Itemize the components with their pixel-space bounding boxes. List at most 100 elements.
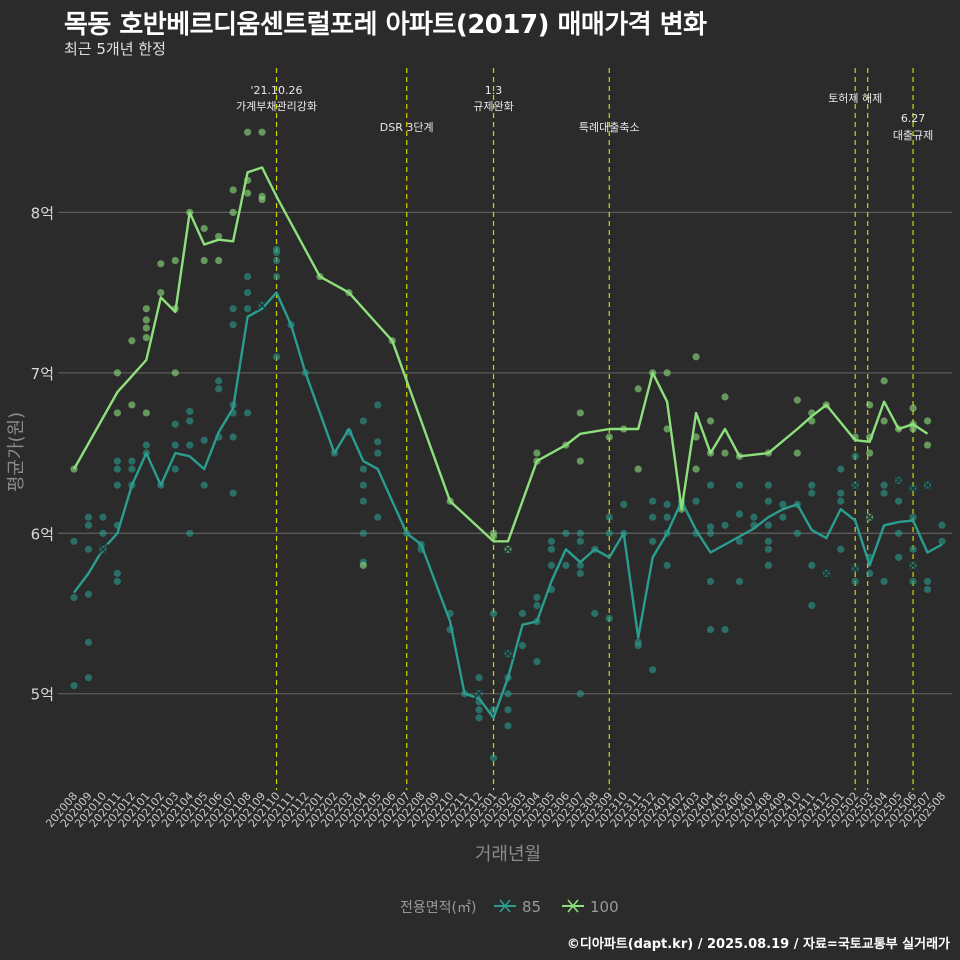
event-label: 특례대출축소	[579, 121, 640, 134]
series-lines	[72, 166, 943, 719]
trade-point-100	[663, 425, 671, 433]
trade-point-100	[605, 433, 613, 441]
trade-point-85	[359, 417, 367, 425]
trade-point-85	[562, 529, 570, 537]
legend-swatch-x	[499, 899, 511, 913]
trade-point-85	[533, 593, 541, 602]
trade-point-85	[142, 441, 150, 449]
x-marker-stroke	[849, 563, 861, 575]
trade-point-100	[215, 256, 223, 265]
trade-point-85	[764, 545, 773, 553]
trade-point-100	[880, 377, 888, 385]
trade-point-100	[909, 404, 917, 412]
y-tick-label: 8억	[31, 204, 54, 222]
trade-point-85	[735, 481, 744, 489]
trade-point-85	[84, 513, 93, 521]
trade-point-100	[128, 401, 136, 409]
trade-point-85	[663, 500, 671, 509]
trade-point-85	[605, 513, 613, 521]
trade-point-85	[374, 401, 382, 409]
trade-point-85	[764, 481, 773, 489]
trade-point-85	[475, 674, 483, 682]
trade-point-85	[186, 417, 194, 425]
trade-point-100	[721, 449, 729, 457]
trade-point-85	[70, 682, 78, 690]
trade-point-100	[142, 316, 150, 324]
trade-point-100	[244, 128, 252, 136]
trade-point-100	[229, 186, 237, 194]
trade-point-100	[923, 417, 932, 425]
x-marker-85	[893, 474, 905, 486]
trade-point-85	[851, 452, 859, 460]
trade-point-100	[634, 385, 642, 393]
trade-point-85	[244, 289, 252, 297]
trade-point-85	[909, 577, 917, 586]
x-marker-stroke	[849, 479, 861, 491]
trade-point-85	[938, 521, 946, 529]
trade-point-100	[793, 449, 801, 457]
trade-point-85	[200, 481, 208, 489]
trade-point-85	[171, 420, 179, 428]
trade-point-85	[562, 561, 570, 569]
x-marker-stroke	[864, 511, 876, 523]
event-label: 6.27	[901, 112, 926, 125]
x-marker-85	[502, 648, 514, 660]
trade-point-85	[272, 245, 281, 253]
trade-point-100	[880, 417, 888, 425]
x-marker-100	[864, 511, 876, 523]
trade-point-100	[923, 441, 932, 449]
trade-point-85	[533, 601, 541, 610]
trade-point-85	[706, 625, 715, 634]
trade-point-85	[663, 561, 671, 569]
trade-point-85	[735, 537, 744, 545]
trade-point-85	[359, 529, 367, 537]
legend-entry-85: 85	[494, 898, 541, 916]
trade-point-85	[84, 521, 93, 529]
trade-point-100	[171, 369, 179, 377]
trade-point-85	[489, 754, 498, 762]
trade-point-85	[533, 658, 541, 666]
trade-point-85	[649, 497, 657, 505]
trade-point-100	[793, 396, 801, 404]
y-tick-label: 5억	[31, 686, 54, 704]
legend: 전용면적(㎡) 85 100	[400, 898, 619, 916]
trade-point-85	[489, 609, 498, 618]
trade-point-85	[837, 545, 845, 553]
trade-point-85	[706, 481, 715, 489]
trade-point-85	[750, 513, 758, 521]
y-tick-label: 7억	[31, 365, 54, 383]
trade-point-85	[692, 497, 700, 505]
trade-point-85	[808, 601, 816, 610]
y-axis-label: 평균가(원)	[6, 412, 27, 492]
x-axis-label: 거래년월	[475, 844, 541, 865]
trade-point-85	[113, 465, 121, 473]
trade-point-100	[663, 369, 671, 377]
trade-point-85	[359, 497, 367, 505]
trade-point-100	[721, 393, 729, 401]
trade-point-85	[779, 500, 787, 509]
trade-point-85	[764, 561, 773, 569]
event-label: 가계부채관리강화	[236, 100, 317, 113]
trade-point-100	[866, 401, 874, 409]
trade-point-85	[576, 537, 584, 545]
trade-point-100	[200, 224, 208, 233]
trade-point-85	[706, 523, 715, 531]
trade-point-100	[200, 256, 208, 265]
trade-point-100	[244, 189, 252, 197]
x-marker-stroke	[502, 543, 514, 555]
chart-title: 목동 호반베르디움센트럴포레 아파트(2017) 매매가격 변화	[64, 10, 707, 40]
event-label: 대출규제	[893, 129, 933, 142]
x-marker-stroke	[921, 479, 934, 491]
trade-point-85	[721, 521, 729, 529]
trade-point-85	[576, 561, 584, 569]
trade-point-100	[576, 457, 584, 465]
trade-point-85	[837, 465, 845, 473]
y-tick-label: 6억	[31, 525, 54, 543]
legend-label: 100	[590, 898, 619, 916]
trade-point-85	[895, 553, 903, 561]
trade-point-85	[113, 481, 121, 489]
axes: 5억6억7억8억20200820200920201020201120201220…	[31, 204, 949, 830]
trade-point-85	[764, 537, 773, 545]
trade-point-85	[605, 529, 613, 537]
trade-point-100	[142, 305, 150, 313]
